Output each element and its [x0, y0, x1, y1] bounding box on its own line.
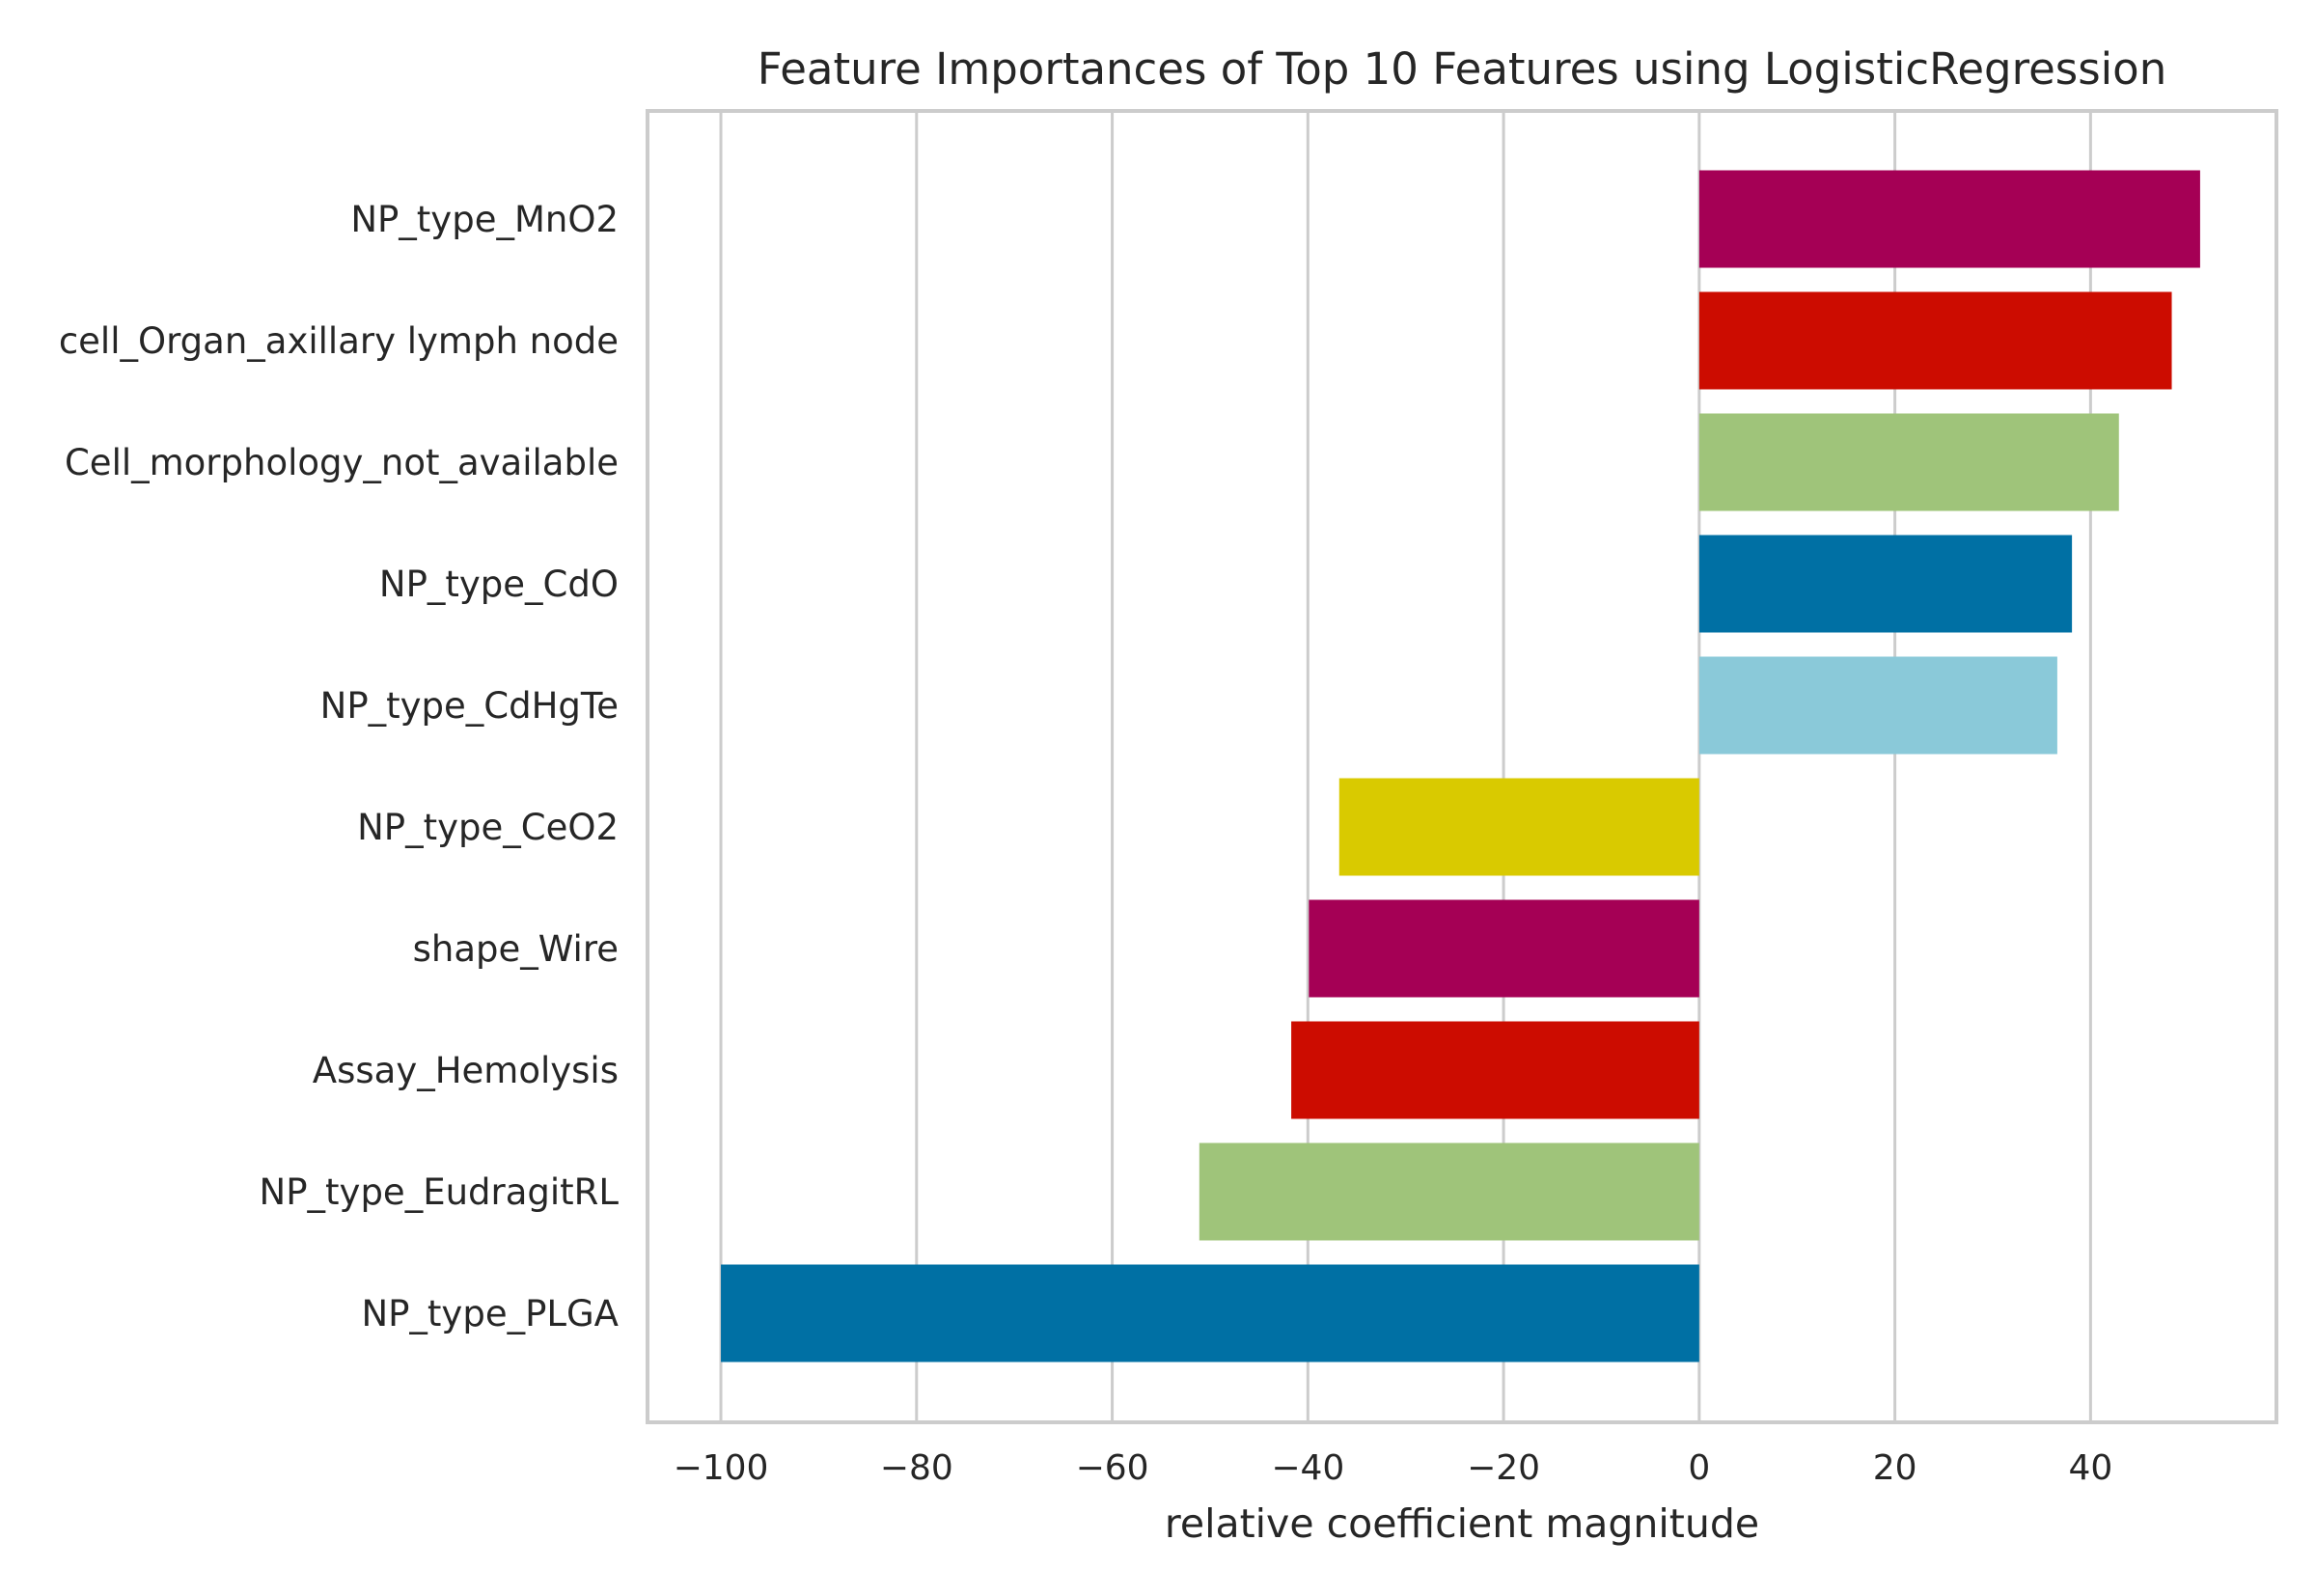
y-category-label: NP_type_PLGA: [361, 1293, 619, 1335]
x-tick-label: −20: [1467, 1448, 1540, 1488]
y-category-label: cell_Organ_axillary lymph node: [59, 320, 619, 362]
chart-title: Feature Importances of Top 10 Features u…: [758, 43, 2166, 95]
bar-np-type-eudragitrl: [1199, 1142, 1699, 1241]
x-tick-label: −100: [674, 1448, 769, 1488]
plot-frame: [646, 109, 2278, 1424]
bar-shape-wire: [1309, 899, 1699, 998]
bar-layer: [721, 170, 2200, 1362]
y-category-label: NP_type_CdO: [379, 564, 619, 605]
x-tick-label: 0: [1688, 1448, 1710, 1488]
bar-cell-morphology-not-available: [1698, 413, 2119, 511]
bar-np-type-plga: [721, 1264, 1699, 1362]
bar-np-type-mno2: [1698, 170, 2200, 268]
bar-cell-organ-axillary-lymph-node: [1698, 291, 2172, 390]
x-tick-label: 20: [1873, 1448, 1917, 1488]
bar-np-type-ceo2: [1338, 778, 1699, 876]
x-tick-label: −80: [880, 1448, 953, 1488]
bar-np-type-cdo: [1698, 535, 2073, 633]
y-category-label: NP_type_CeO2: [357, 807, 619, 848]
y-category-label: shape_Wire: [413, 928, 619, 970]
y-category-label: Assay_Hemolysis: [313, 1050, 619, 1091]
y-category-label: NP_type_EudragitRL: [260, 1171, 620, 1213]
x-axis-label: relative coefficient magnitude: [1165, 1500, 1759, 1547]
y-category-labels: NP_type_MnO2 cell_Organ_axillary lymph no…: [59, 199, 620, 1335]
x-tick-label: −40: [1271, 1448, 1344, 1488]
bar-np-type-cdhgte: [1698, 656, 2057, 755]
y-category-label: Cell_morphology_not_available: [65, 442, 619, 483]
bar-assay-hemolysis: [1291, 1021, 1699, 1119]
y-category-label: NP_type_MnO2: [350, 199, 619, 240]
x-tick-label: 40: [2068, 1448, 2112, 1488]
x-tick-labels: −100 −80 −60 −40 −20 0 20 40: [674, 1448, 2113, 1488]
x-tick-label: −60: [1076, 1448, 1149, 1488]
y-category-label: NP_type_CdHgTe: [320, 685, 619, 727]
